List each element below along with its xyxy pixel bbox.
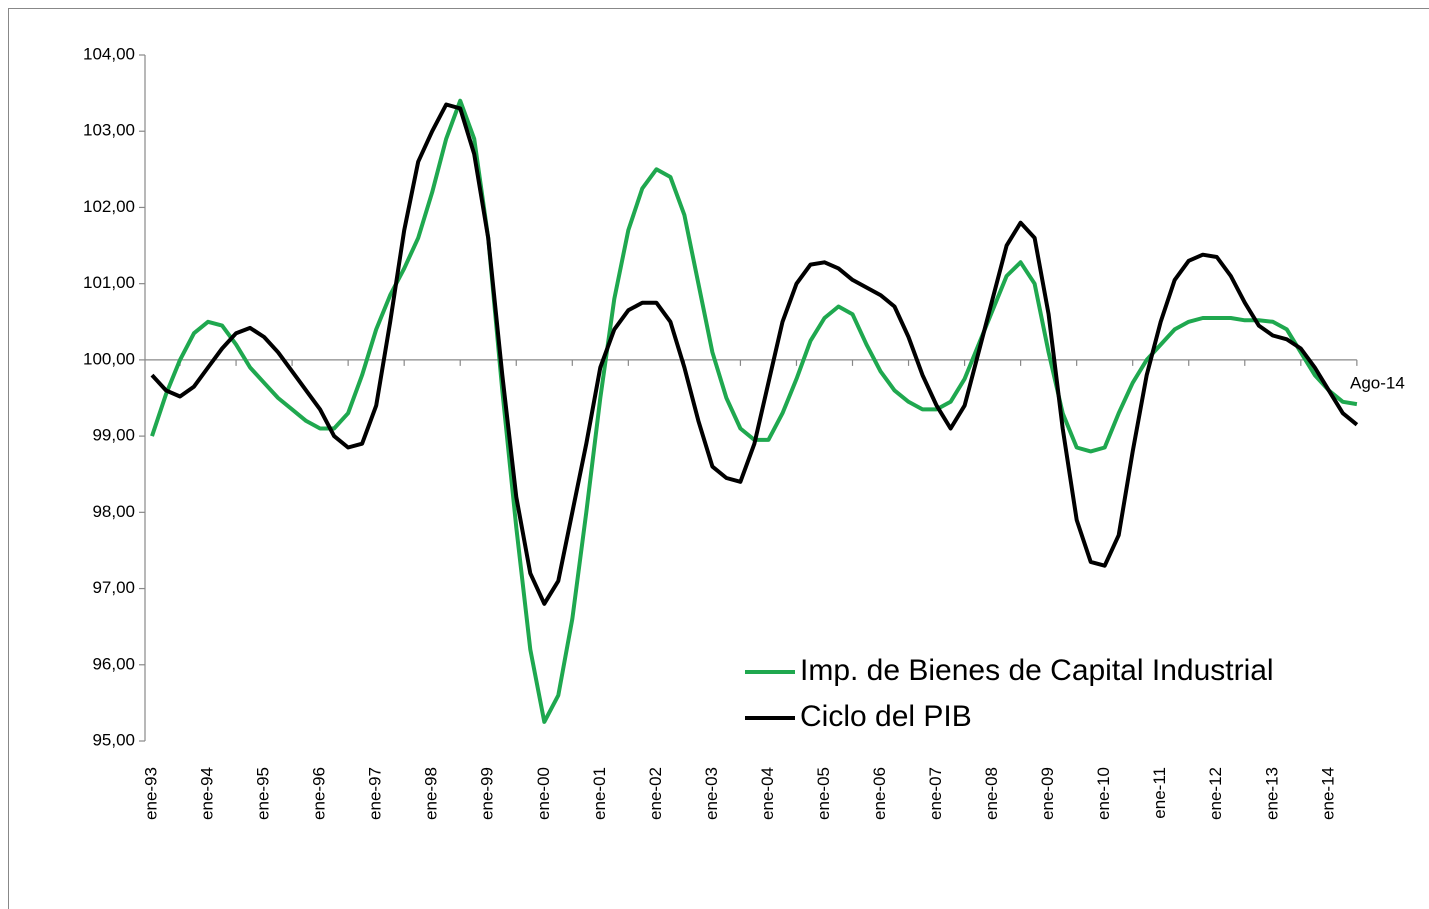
x-tick-label: ene-13 (1262, 767, 1281, 820)
x-tick-label: ene-12 (1206, 767, 1225, 820)
series-line (150, 102, 1359, 606)
y-tick-label: 103,00 (83, 121, 135, 140)
y-tick-label: 104,00 (83, 44, 135, 63)
x-tick-label: ene-94 (198, 767, 217, 820)
legend-label: Ciclo del PIB (800, 700, 972, 733)
x-tick-label: ene-97 (366, 767, 385, 820)
x-tick-label: ene-99 (478, 767, 497, 820)
x-tick-label: ene-11 (1150, 767, 1169, 819)
x-tick-label: ene-98 (422, 767, 441, 820)
x-tick-label: ene-00 (534, 767, 553, 820)
y-tick-label: 102,00 (83, 197, 135, 216)
x-tick-label: ene-04 (758, 767, 777, 820)
y-tick-label: 98,00 (92, 502, 135, 521)
y-tick-label: 100,00 (83, 349, 135, 368)
x-tick-label: ene-03 (702, 767, 721, 820)
x-tick-label: ene-08 (982, 767, 1001, 820)
x-tick-label: ene-05 (814, 767, 833, 820)
x-tick-label: ene-01 (590, 767, 609, 820)
y-tick-label: 97,00 (92, 578, 135, 597)
y-tick-label: 99,00 (92, 426, 135, 445)
y-tick-label: 101,00 (83, 273, 135, 292)
legend-label: Imp. de Bienes de Capital Industrial (800, 654, 1274, 687)
x-tick-label: ene-07 (926, 767, 945, 820)
x-tick-label: ene-93 (141, 767, 160, 820)
x-tick-label: ene-95 (254, 767, 273, 820)
x-tick-label: ene-06 (870, 767, 889, 820)
x-tick-label: ene-14 (1318, 767, 1337, 820)
annotation: Ago-14 (1350, 374, 1405, 393)
y-tick-label: 96,00 (92, 654, 135, 673)
x-tick-label: ene-96 (310, 767, 329, 820)
x-tick-label: ene-02 (646, 767, 665, 820)
x-tick-label: ene-09 (1038, 767, 1057, 820)
chart-frame (8, 8, 1429, 909)
y-tick-label: 95,00 (92, 730, 135, 749)
x-tick-label: ene-10 (1094, 767, 1113, 820)
